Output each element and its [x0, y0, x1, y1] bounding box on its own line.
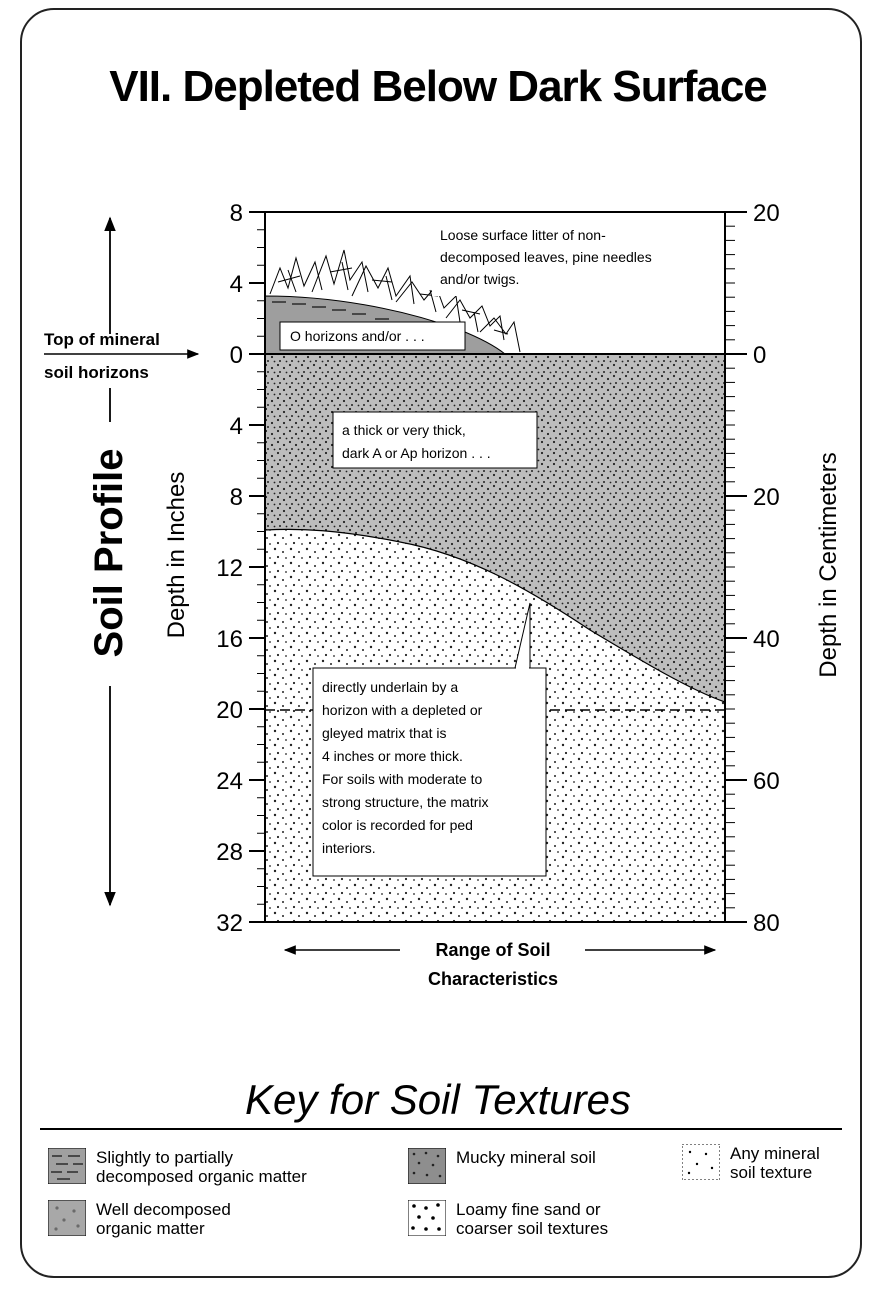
litter-callout: Loose surface litter of non- decomposed … — [432, 222, 717, 296]
svg-text:Range of Soil: Range of Soil — [435, 940, 550, 960]
slightly-decomposed-swatch — [48, 1148, 86, 1184]
svg-text:horizon with a depleted or: horizon with a depleted or — [322, 702, 483, 718]
left-tick-label: 8 — [230, 484, 243, 511]
any-mineral-swatch — [682, 1144, 720, 1180]
right-tick-label: 0 — [753, 342, 766, 369]
right-axis-minor-ticks — [725, 211, 735, 923]
svg-text:O horizons and/or . . .: O horizons and/or . . . — [290, 328, 425, 344]
key-item-loamy-fine-sand: Loamy fine sand or coarser soil textures — [408, 1200, 608, 1238]
right-tick-label: 80 — [753, 910, 780, 937]
key-label-loamy-fine-sand: Loamy fine sand or coarser soil textures — [456, 1200, 609, 1238]
key-label-slightly-decomposed: Slightly to partially decomposed organic… — [96, 1148, 307, 1186]
right-tick-label: 60 — [753, 768, 780, 795]
right-tick-label: 20 — [753, 484, 780, 511]
key-label-mucky-mineral: Mucky mineral soil — [456, 1148, 596, 1167]
svg-text:gleyed matrix that is: gleyed matrix that is — [322, 725, 447, 741]
key-divider — [40, 1128, 842, 1130]
key-title: Key for Soil Textures — [245, 1076, 631, 1123]
soil-profile-label: Soil Profile — [87, 449, 131, 658]
svg-text:color is recorded for ped: color is recorded for ped — [322, 817, 473, 833]
a-horizon-callout: a thick or very thick, dark A or Ap hori… — [332, 411, 538, 469]
key-item-any-mineral: Any mineral soil texture — [682, 1144, 820, 1182]
svg-text:Characteristics: Characteristics — [428, 969, 558, 989]
left-tick-label: 4 — [230, 271, 243, 298]
right-tick-label: 20 — [753, 200, 780, 227]
mucky-mineral-swatch — [408, 1148, 446, 1184]
svg-text:a thick or very thick,: a thick or very thick, — [342, 422, 466, 438]
svg-text:For soils with moderate to: For soils with moderate to — [322, 771, 482, 787]
figure-card — [20, 8, 862, 1278]
left-tick-label: 32 — [216, 910, 243, 937]
right-axis-ticks: 20 0 20 40 60 80 — [725, 200, 780, 937]
left-tick-label: 16 — [216, 626, 243, 653]
key-item-slightly-decomposed: Slightly to partially decomposed organic… — [48, 1148, 307, 1186]
right-axis-label: Depth in Centimeters — [815, 452, 842, 677]
svg-text:dark A or Ap horizon . . .: dark A or Ap horizon . . . — [342, 445, 491, 461]
svg-text:directly underlain by a: directly underlain by a — [322, 679, 458, 695]
svg-text:interiors.: interiors. — [322, 840, 376, 856]
o-horizon-dashes — [272, 301, 389, 320]
o-horizon-callout: O horizons and/or . . . — [279, 321, 466, 351]
key-label-well-decomposed: Well decomposed organic matter — [96, 1200, 231, 1238]
key-label-any-mineral: Any mineral soil texture — [730, 1144, 820, 1182]
left-tick-label: 4 — [230, 413, 243, 440]
svg-text:decomposed leaves, pine needle: decomposed leaves, pine needles — [440, 249, 652, 265]
left-tick-label: 24 — [216, 768, 243, 795]
left-axis-label: Depth in Inches — [163, 472, 190, 639]
key-item-well-decomposed: Well decomposed organic matter — [48, 1200, 231, 1238]
svg-text:soil horizons: soil horizons — [44, 363, 149, 382]
svg-text:strong structure, the matrix: strong structure, the matrix — [322, 794, 489, 810]
svg-text:and/or twigs.: and/or twigs. — [440, 271, 519, 287]
left-tick-label: 20 — [216, 697, 243, 724]
left-axis-ticks: 8 4 0 4 8 12 16 20 24 28 32 — [216, 200, 265, 937]
left-tick-label: 8 — [230, 200, 243, 227]
left-tick-label: 28 — [216, 839, 243, 866]
svg-text:4 inches or more thick.: 4 inches or more thick. — [322, 748, 463, 764]
svg-text:Loose surface litter of non-: Loose surface litter of non- — [440, 227, 606, 243]
depleted-callout: directly underlain by a horizon with a d… — [312, 602, 547, 877]
top-of-mineral-label: Top of mineral soil horizons — [44, 330, 160, 382]
well-decomposed-swatch — [48, 1200, 86, 1236]
left-tick-label: 0 — [230, 342, 243, 369]
svg-text:Top of mineral: Top of mineral — [44, 330, 160, 349]
figure-title: VII. Depleted Below Dark Surface — [109, 62, 768, 111]
loamy-fine-sand-swatch — [408, 1200, 446, 1236]
left-tick-label: 12 — [216, 555, 243, 582]
right-tick-label: 40 — [753, 626, 780, 653]
range-label: Range of Soil Characteristics — [428, 940, 558, 989]
key-item-mucky-mineral: Mucky mineral soil — [408, 1148, 596, 1184]
